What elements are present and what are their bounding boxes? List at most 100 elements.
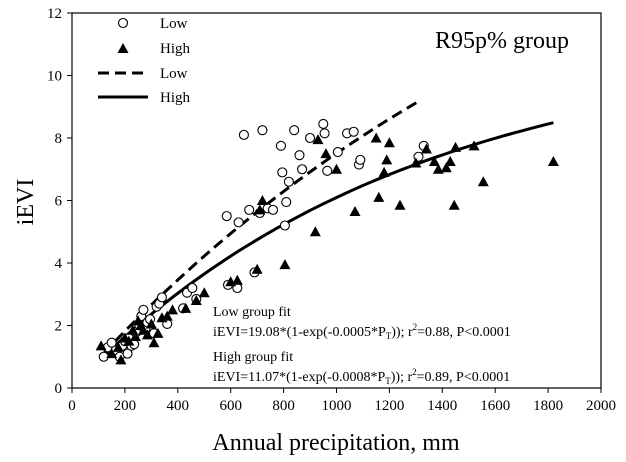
point-low [294,150,305,161]
point-low [233,217,244,228]
point-low [138,304,149,315]
x-tick-label: 2000 [586,398,616,414]
point-high [152,327,164,338]
point-high [198,287,210,298]
point-high [148,337,160,348]
point-high [190,295,202,305]
point-high [547,155,559,166]
chart-title: R95p% group [435,28,569,54]
y-tick-label: 2 [55,319,63,335]
point-low [257,125,268,136]
point-high [141,329,153,340]
point-high [129,330,141,341]
legend: Low High Low High [98,16,191,106]
point-high [383,137,395,148]
point-high [468,140,480,151]
legend-label-high-points: High [160,41,191,57]
point-high [448,199,460,210]
point-high [167,304,179,315]
low-eq-end: =0.88, P<0.0001 [417,325,511,340]
high-eq-superscript: 2 [412,367,417,377]
point-low [319,128,330,139]
y-tick-label: 4 [55,256,63,272]
point-high [378,166,390,177]
fit-line-high [102,121,554,358]
data-points [95,118,559,365]
point-high [440,162,452,173]
point-high [256,195,268,205]
point-high [161,310,173,321]
point-high [112,341,124,352]
point-high [477,176,489,187]
point-low [106,337,117,348]
point-low [318,118,329,129]
legend-label-high-fit: High [160,90,191,106]
point-high [428,155,440,166]
point-high [251,263,263,274]
point-low [283,176,294,187]
point-low [322,165,333,176]
x-tick-label: 800 [272,398,295,414]
point-low [281,197,292,208]
point-low [348,126,359,137]
point-high [373,191,385,202]
legend-marker-high [117,43,129,53]
high-fit-equation: iEVI=11.07*(1-exp(-0.0008*PT)); r2=0.89,… [213,367,510,386]
y-tick-label: 6 [55,194,63,210]
point-low [304,132,316,144]
high-eq-subscript: T [385,376,391,386]
x-tick-label: 0 [68,398,76,414]
high-eq-main: iEVI=11.07*(1-exp(-0.0008*P [213,370,385,385]
fit-annotations: Low group fit iEVI=19.08*(1-exp(-0.0005*… [213,305,511,386]
point-high [180,302,192,313]
point-low [355,154,366,165]
y-tick-label: 8 [55,131,63,147]
point-high [145,318,157,329]
x-tick-label: 1600 [480,398,510,414]
point-low [332,147,343,158]
point-high [106,348,118,359]
point-high [432,163,444,174]
point-low [297,164,308,175]
axes: 0 200 400 600 800 1000 1200 1400 1600 1800 2000 0 2 4… [47,6,616,414]
point-high [331,163,342,174]
x-tick-label: 1200 [374,398,404,414]
point-high [279,259,291,270]
x-axis-title: Annual precipitation, mm [212,430,460,456]
point-low [267,204,279,215]
y-tick-label: 10 [47,69,62,85]
low-fit-equation: iEVI=19.08*(1-exp(-0.0005*PT)); r2=0.88,… [213,322,511,341]
y-tick-label: 12 [47,6,62,22]
legend-label-low-fit: Low [160,66,188,82]
point-high [444,155,456,166]
point-high [95,340,107,351]
point-high [370,132,382,143]
high-eq-end: =0.89, P<0.0001 [417,370,511,385]
point-high [349,205,361,216]
point-low [187,282,198,294]
point-low [275,140,287,151]
point-low [156,292,167,303]
point-low [277,167,288,178]
point-high [123,335,135,346]
point-high [254,204,266,215]
point-low [244,204,255,215]
low-eq-subscript: T [386,331,392,341]
x-tick-label: 1800 [533,398,563,414]
low-fit-title: Low group fit [213,305,291,320]
y-tick-label: 0 [55,381,63,397]
point-high [309,226,321,237]
low-eq-tail: )); r [391,325,413,340]
y-axis-title: iEVI [13,179,39,226]
point-low [289,125,300,136]
point-high [381,154,393,165]
point-high [410,157,422,168]
point-low [98,351,109,362]
legend-label-low-points: Low [160,16,188,32]
point-low [221,211,232,222]
low-eq-superscript: 2 [413,322,418,332]
x-tick-label: 200 [114,398,137,414]
point-high [312,134,324,145]
high-eq-tail: )); r [391,370,413,385]
